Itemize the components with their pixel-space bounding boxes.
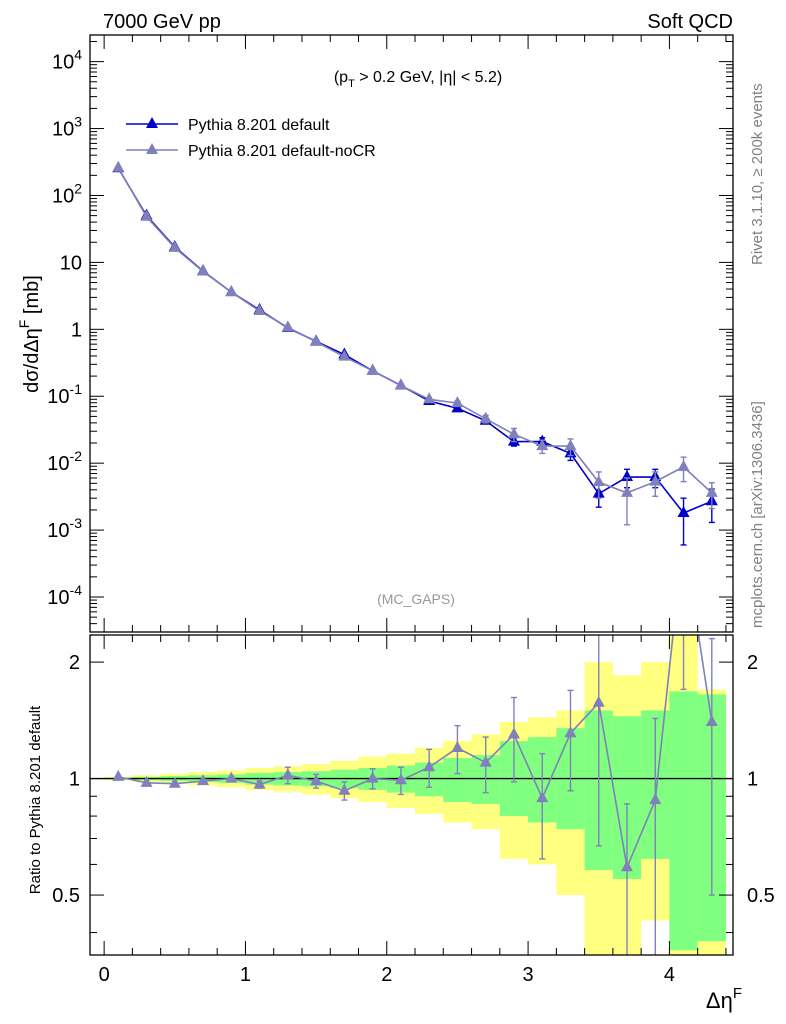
data-point [677, 506, 690, 518]
header-process: Soft QCD [647, 11, 733, 33]
legend-entry-noCR: Pythia 8.201 default-noCR [126, 143, 376, 160]
ratio-y-tick-label: 2 [69, 652, 80, 674]
mcplots-label: mcplots.cern.ch [arXiv:1306.3436] [749, 401, 766, 628]
data-point [253, 777, 266, 789]
chart-labels: 7000 GeV pp Soft QCD Rivet 3.1.10, ≥ 200… [27, 11, 766, 894]
data-point [621, 860, 634, 872]
data-point [451, 740, 464, 752]
ratio-y-tick-label-right: 2 [747, 652, 758, 674]
legend-marker [146, 143, 158, 154]
data-point [564, 439, 577, 451]
data-point [479, 411, 492, 423]
ratio-panel: 0.5 0.5 1 1 2 2 0 1 2 3 4 ΔηF [52, 634, 775, 1013]
data-point [112, 769, 125, 781]
y-tick-label: 10 [60, 252, 82, 274]
main-frame [89, 34, 734, 633]
data-point [451, 396, 464, 408]
ratio-y-tick-label-right: 1 [747, 769, 758, 791]
rivet-label: Rivet 3.1.10, ≥ 200k events [749, 83, 766, 265]
data-point [394, 378, 407, 390]
cut-label: (pT > 0.2 GeV, |η| < 5.2) [334, 69, 502, 90]
series-line [117, 167, 713, 514]
y-tick-label: 102 [52, 180, 82, 207]
main-panel: 10-4 10-3 10-2 10-1 1 10 102 103 104 Pythia 8.201… [16, 34, 734, 633]
data-point [366, 363, 379, 375]
data-point [225, 771, 238, 783]
data-point [564, 726, 577, 738]
y-tick-label: 104 [52, 47, 82, 74]
x-tick-label: 0 [99, 964, 110, 986]
data-point [621, 485, 634, 497]
x-tick-label: 1 [240, 964, 251, 986]
data-point [479, 755, 492, 767]
x-tick-label: 4 [664, 964, 675, 986]
data-point [423, 760, 436, 772]
data-point [507, 427, 520, 439]
x-tick-label: 2 [381, 964, 392, 986]
uncertainty-band-inner [669, 691, 698, 951]
header-energy: 7000 GeV pp [103, 11, 221, 33]
y-tick-label: 103 [52, 114, 82, 141]
legend-entry-default: Pythia 8.201 default [126, 117, 330, 134]
data-point [338, 783, 351, 795]
data-point [140, 775, 153, 787]
data-point [281, 320, 294, 332]
y-tick-label: 10-4 [47, 582, 82, 609]
data-point [310, 334, 323, 346]
data-point [168, 776, 181, 788]
data-point [310, 774, 323, 786]
data-point [281, 768, 294, 780]
data-point [140, 209, 153, 221]
legend-label: Pythia 8.201 default-noCR [188, 143, 376, 160]
data-point [677, 459, 690, 471]
ratio-y-tick-label: 0.5 [52, 885, 80, 907]
legend-marker [146, 117, 158, 128]
data-point [197, 264, 210, 276]
data-point [507, 727, 520, 739]
data-point [705, 715, 718, 727]
y-tick-label: 1 [71, 319, 82, 341]
data-point [338, 349, 351, 361]
data-point [112, 160, 125, 172]
series-noCR [112, 160, 718, 526]
data-point [394, 773, 407, 785]
data-point [197, 774, 210, 786]
data-point [649, 793, 662, 805]
data-point [168, 240, 181, 252]
ratio-y-tick-label-right: 0.5 [747, 885, 775, 907]
y-tick-label: 10-1 [47, 381, 82, 408]
ratio-y-axis-label: Ratio to Pythia 8.201 default [27, 705, 44, 894]
data-point [253, 303, 266, 315]
legend-label: Pythia 8.201 default [188, 117, 330, 134]
analysis-label: (MC_GAPS) [377, 591, 455, 607]
y-tick-label: 10-3 [47, 515, 82, 542]
x-axis-title: ΔηF [706, 985, 742, 1013]
data-point [536, 791, 549, 803]
ratio-frame [89, 634, 734, 956]
x-tick-label: 3 [523, 964, 534, 986]
data-point [225, 285, 238, 297]
series-line [118, 635, 713, 871]
data-point [366, 771, 379, 783]
data-point [423, 392, 436, 404]
y-tick-label: 10-2 [47, 448, 82, 475]
data-point [536, 439, 549, 451]
data-point [649, 474, 662, 486]
ratio-series-noCR [112, 635, 718, 955]
data-point [592, 475, 605, 487]
ratio-y-tick-label: 1 [69, 769, 80, 791]
data-point [592, 695, 605, 707]
data-point [705, 485, 718, 497]
series-line [117, 167, 713, 494]
y-axis-title: dσ/dΔηF [mb] [16, 275, 43, 393]
